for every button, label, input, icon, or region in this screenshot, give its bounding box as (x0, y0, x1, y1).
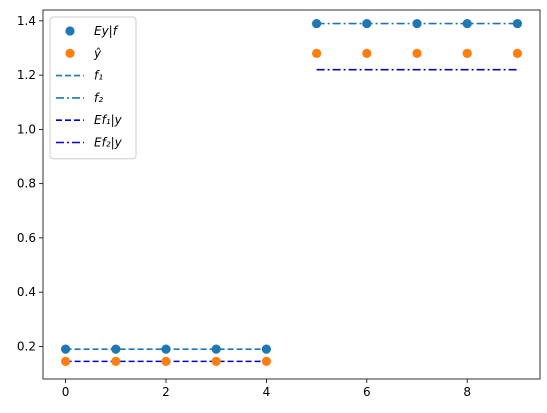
data-point (512, 48, 523, 59)
data-point (261, 356, 271, 366)
data-point (312, 48, 322, 59)
ticks: 0 2 4 6 8 0.2 0.4 0.6 0.8 1.0 1.2 1.4 (17, 14, 471, 399)
x-tick-label: 4 (263, 385, 271, 399)
y-tick-label: 1.2 (17, 68, 36, 82)
y-tick-label: 0.4 (17, 285, 36, 299)
y-tick-label: 0.6 (17, 231, 36, 245)
data-point (261, 344, 271, 354)
data-point (60, 344, 71, 354)
data-point (211, 356, 221, 366)
legend-box (49, 16, 137, 160)
legend-label: f₁ (94, 69, 103, 83)
data-point (161, 356, 171, 366)
plot-area (60, 18, 523, 366)
legend-label: Ey|f (94, 24, 119, 38)
data-point (161, 344, 171, 354)
y-tick-label: 0.2 (17, 339, 36, 353)
data-point (211, 344, 221, 354)
x-tick-label: 2 (162, 385, 170, 399)
data-point (111, 344, 121, 354)
data-point (312, 18, 322, 29)
data-point (512, 18, 523, 29)
legend-label: ŷ (93, 46, 102, 60)
legend-marker (65, 26, 75, 36)
y-tick-label: 1.0 (17, 122, 36, 136)
y-tick-label: 1.4 (17, 14, 36, 28)
data-point (111, 356, 121, 366)
y-tick-label: 0.8 (17, 177, 36, 191)
legend-label: f₂ (94, 91, 103, 105)
data-point (362, 48, 372, 59)
legend: Ey|f ŷ f₁ f₂ Ef₁|y Ef₂|y (49, 16, 137, 160)
data-point (60, 356, 71, 366)
x-tick-label: 0 (62, 385, 70, 399)
data-point (362, 18, 372, 29)
legend-label: Ef₁|y (94, 113, 123, 127)
x-tick-label: 6 (363, 385, 371, 399)
data-point (412, 18, 422, 29)
axes-frame (42, 9, 541, 380)
legend-label: Ef₂|y (94, 136, 123, 150)
x-tick-label: 8 (463, 385, 471, 399)
data-point (462, 18, 472, 29)
data-point (462, 48, 472, 59)
legend-marker (65, 48, 75, 58)
data-point (412, 48, 422, 59)
